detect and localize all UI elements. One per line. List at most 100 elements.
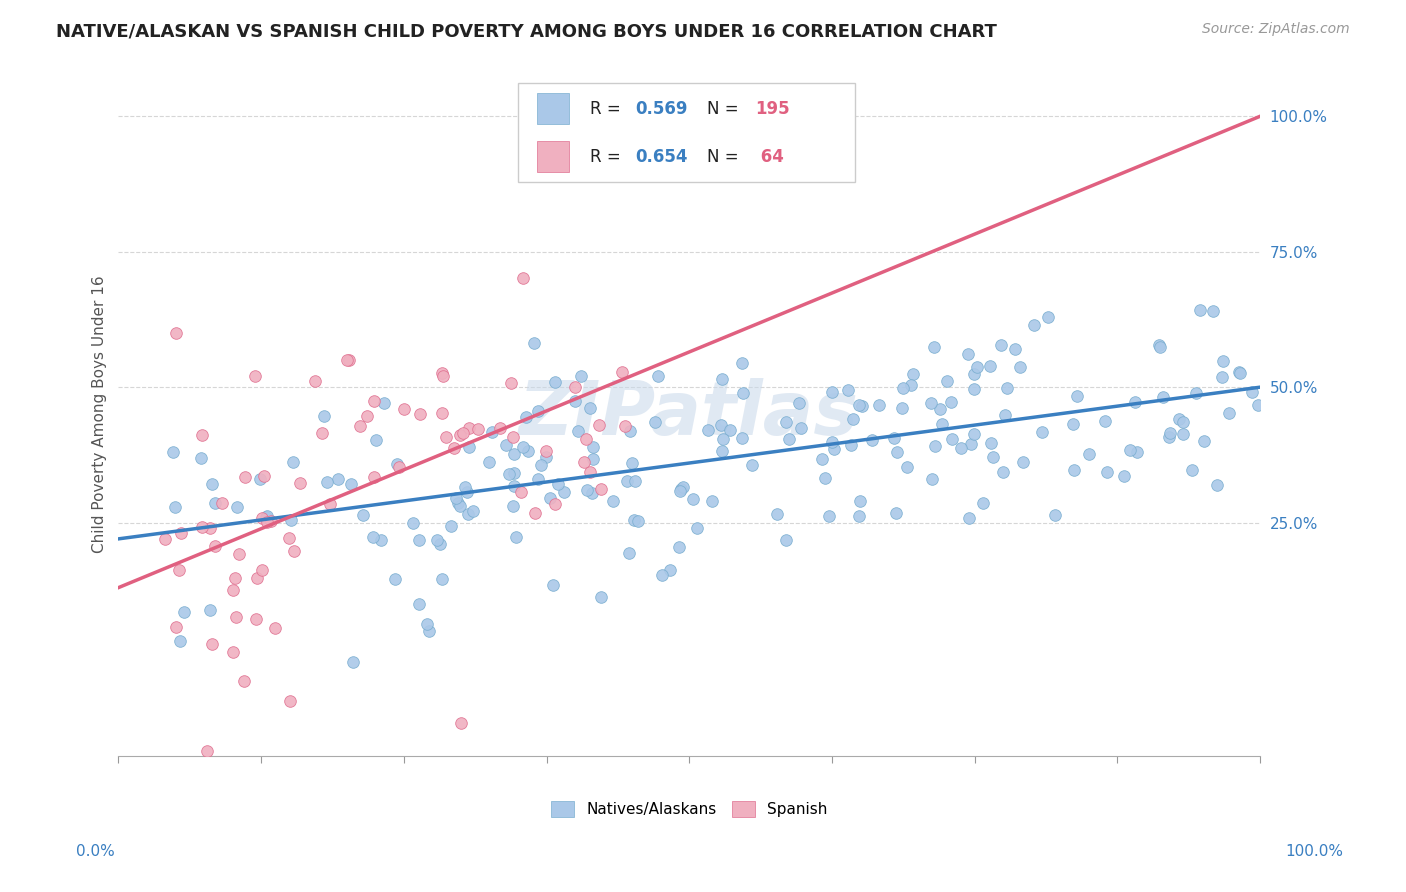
Point xyxy=(340,477,363,491)
Point xyxy=(312,409,335,424)
Point xyxy=(896,460,918,475)
Point xyxy=(170,526,193,541)
Bar xyxy=(537,94,569,124)
Point xyxy=(167,563,190,577)
Point xyxy=(672,480,695,494)
Point xyxy=(543,497,565,511)
Point xyxy=(245,369,267,384)
Point xyxy=(731,356,754,370)
Point xyxy=(434,430,457,444)
Point xyxy=(644,415,666,429)
Text: R =: R = xyxy=(591,100,626,118)
Point xyxy=(481,425,503,439)
Point xyxy=(775,415,797,429)
Point xyxy=(730,431,752,445)
Point xyxy=(363,393,385,408)
Point xyxy=(342,655,364,669)
Point xyxy=(195,744,218,758)
Text: N =: N = xyxy=(707,100,744,118)
Point xyxy=(993,465,1015,479)
Point xyxy=(315,475,337,489)
Point xyxy=(1094,414,1116,428)
Point xyxy=(415,616,437,631)
Point xyxy=(1077,447,1099,461)
Point xyxy=(502,500,524,514)
Point xyxy=(249,472,271,486)
Point xyxy=(848,398,870,412)
Point xyxy=(733,386,755,401)
Point xyxy=(839,438,862,452)
Point xyxy=(319,497,342,511)
Point xyxy=(250,563,273,577)
Point xyxy=(591,590,613,604)
Point xyxy=(512,271,534,285)
Point xyxy=(1227,365,1250,379)
Point xyxy=(868,398,890,412)
Point xyxy=(790,421,813,435)
Point xyxy=(1008,360,1031,375)
Point xyxy=(449,499,471,513)
Point xyxy=(564,393,586,408)
Text: 0.654: 0.654 xyxy=(636,147,688,166)
Point xyxy=(155,532,177,546)
Point xyxy=(226,500,249,514)
Point xyxy=(232,674,254,689)
Point xyxy=(498,467,520,481)
Point xyxy=(1147,338,1170,352)
Point xyxy=(624,474,647,488)
Point xyxy=(741,458,763,472)
Point xyxy=(900,377,922,392)
Point xyxy=(443,441,465,455)
Point xyxy=(547,476,569,491)
Point xyxy=(823,442,845,457)
Point xyxy=(921,472,943,486)
Point xyxy=(1112,468,1135,483)
Point xyxy=(569,368,592,383)
Point xyxy=(575,483,598,497)
Point xyxy=(165,326,187,340)
Point xyxy=(1171,415,1194,429)
Point xyxy=(526,473,548,487)
Point xyxy=(981,450,1004,464)
Point xyxy=(966,360,988,375)
Point xyxy=(1004,342,1026,356)
Point xyxy=(1063,463,1085,477)
Point xyxy=(1189,303,1212,318)
Point xyxy=(1036,310,1059,324)
Point xyxy=(517,444,540,458)
Point xyxy=(658,563,681,577)
Point xyxy=(233,470,256,484)
Point xyxy=(387,459,409,474)
Point xyxy=(851,399,873,413)
Point xyxy=(254,510,277,524)
Point xyxy=(430,572,453,586)
Point xyxy=(787,395,810,409)
Point xyxy=(980,436,1002,450)
Point xyxy=(370,533,392,548)
Point xyxy=(818,508,841,523)
Point xyxy=(515,409,537,424)
Point xyxy=(432,369,454,384)
Point xyxy=(710,372,733,386)
Point xyxy=(387,457,409,471)
Point xyxy=(326,472,349,486)
Point xyxy=(440,518,463,533)
Point xyxy=(1240,384,1263,399)
Point xyxy=(778,432,800,446)
Point xyxy=(572,455,595,469)
Point xyxy=(277,531,299,545)
Point xyxy=(617,546,640,560)
Point xyxy=(339,353,361,368)
Point xyxy=(610,366,633,380)
Point xyxy=(959,437,981,451)
Point xyxy=(1152,390,1174,404)
Point xyxy=(204,539,226,553)
Point xyxy=(1159,430,1181,444)
Point xyxy=(169,634,191,648)
Point xyxy=(957,510,980,524)
Point xyxy=(453,480,475,494)
Point xyxy=(191,427,214,442)
Point xyxy=(162,445,184,459)
Point xyxy=(578,465,600,479)
Point xyxy=(392,401,415,416)
